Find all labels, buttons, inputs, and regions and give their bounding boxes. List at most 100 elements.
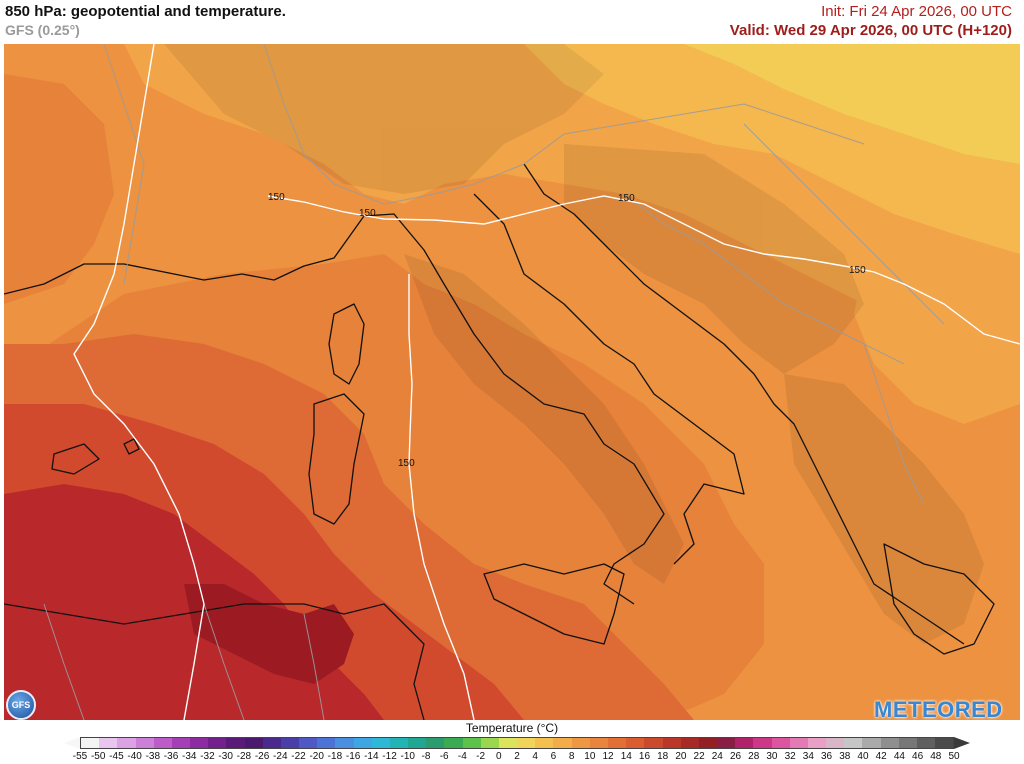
legend-swatch (535, 738, 554, 748)
color-bar (80, 737, 954, 749)
legend-swatch (498, 738, 518, 748)
legend-swatch (898, 738, 917, 748)
temp-band-12-west (4, 74, 114, 304)
legend-tick-label: -30 (218, 751, 233, 762)
legend-tick-label: 42 (875, 751, 887, 762)
weather-map[interactable]: 150 150 150 150 150 (4, 44, 1020, 720)
coastlines (4, 163, 995, 720)
legend-tick-label: 0 (496, 751, 502, 762)
legend-tick-label: -18 (327, 751, 343, 762)
legend-tick-label: 12 (602, 751, 614, 762)
legend-tick-label: -8 (421, 751, 431, 762)
legend-tick-label: 2 (514, 751, 520, 762)
legend-swatch (844, 738, 863, 748)
legend-swatch (789, 738, 808, 748)
legend-tick-label: 36 (820, 751, 833, 762)
legend-swatch (698, 738, 718, 748)
legend-title: Temperature (°C) (465, 721, 559, 735)
legend-swatch (862, 738, 881, 748)
contour-labels: 150 150 150 150 150 (268, 192, 866, 469)
legend-tick-label: 14 (620, 751, 632, 762)
legend-swatch (389, 738, 409, 748)
valid-time: Valid: Wed 29 Apr 2026, 00 UTC (H+120) (729, 22, 1012, 39)
legend-swatch (644, 738, 663, 748)
legend-swatch (462, 738, 481, 748)
legend-tick-label: -24 (273, 751, 288, 762)
legend-tick-label: 8 (568, 751, 575, 762)
legend-swatch (280, 738, 300, 748)
legend-swatch (916, 738, 936, 748)
contour-label: 150 (849, 265, 866, 276)
legend-swatch (81, 738, 100, 748)
gfs-logo: GFS (6, 690, 36, 720)
legend-swatch (426, 738, 445, 748)
legend-tick-label: 40 (857, 751, 869, 762)
legend-swatch (626, 738, 645, 748)
land-shading (164, 44, 984, 644)
legend-tick-label: 16 (638, 751, 651, 762)
legend-tick-label: 30 (766, 751, 778, 762)
legend-tick-label: -12 (382, 751, 397, 762)
legend-tick-label: -28 (236, 751, 252, 762)
legend-swatch (444, 738, 463, 748)
legend-tick-label: -20 (309, 751, 324, 762)
legend-swatch (335, 738, 354, 748)
chart-title: 850 hPa: geopotential and temperature. (5, 3, 286, 20)
legend-max-arrow (954, 737, 970, 749)
legend-tick-label: -4 (457, 751, 467, 762)
legend-tick-label: -40 (127, 751, 142, 762)
legend-tick-label: 48 (930, 751, 942, 762)
legend-tick-label: 46 (912, 751, 924, 762)
borders (43, 44, 945, 720)
legend-tick-label: -36 (163, 751, 179, 762)
temp-band-6 (684, 44, 1020, 164)
legend-swatch (607, 738, 627, 748)
legend-tick-label: 38 (839, 751, 851, 762)
legend-swatch (371, 738, 390, 748)
legend-tick-label: -26 (254, 751, 270, 762)
legend-swatch (226, 738, 245, 748)
legend-min-arrow (64, 737, 80, 749)
legend-tick-label: 20 (675, 751, 687, 762)
legend-swatch (208, 738, 227, 748)
legend-swatch (117, 738, 136, 748)
legend-swatch (244, 738, 263, 748)
legend-swatch (480, 738, 499, 748)
legend-tick-label: -32 (200, 751, 215, 762)
temp-band-20 (184, 584, 354, 684)
model-label: GFS (0.25°) (5, 22, 80, 38)
legend-tick-label: -10 (400, 751, 415, 762)
legend-swatch (717, 738, 736, 748)
legend-tick-label: -14 (364, 751, 379, 762)
legend-tick-label: 32 (784, 751, 796, 762)
contour-label: 150 (359, 208, 376, 219)
legend-tick-label: -38 (145, 751, 161, 762)
legend-swatch (680, 738, 699, 748)
legend-tick-label: 44 (893, 751, 905, 762)
legend-swatch (317, 738, 336, 748)
legend-swatch (99, 738, 118, 748)
header-bar: 850 hPa: geopotential and temperature. G… (0, 0, 1024, 44)
init-time: Init: Fri 24 Apr 2026, 00 UTC (821, 3, 1012, 20)
legend-swatch (753, 738, 772, 748)
legend-tick-label: -22 (291, 751, 306, 762)
legend-swatch (262, 738, 281, 748)
legend-swatch (408, 738, 427, 748)
legend-tick-label: 28 (748, 751, 760, 762)
legend-tick-label: 24 (711, 751, 723, 762)
legend-tick-label: -2 (476, 751, 486, 762)
legend-swatch (771, 738, 790, 748)
legend-tick-label: 4 (532, 751, 538, 762)
map-canvas: 150 150 150 150 150 (4, 44, 1020, 720)
legend-swatch (880, 738, 899, 748)
legend-ticks: -55 -50 -45 -40 -38 -36 -34 -32 -30 -28 -26 -24 -22-… (73, 751, 960, 763)
legend-tick-label: 18 (657, 751, 669, 762)
legend-swatch (735, 738, 754, 748)
legend-tick-label: 50 (948, 751, 960, 762)
legend-tick-label: -45 (109, 751, 124, 762)
legend-swatch (571, 738, 590, 748)
legend-swatch (589, 738, 608, 748)
legend-swatch (935, 738, 954, 748)
meteored-logo[interactable]: METEORED (874, 697, 1003, 722)
legend-tick-label: -34 (182, 751, 197, 762)
